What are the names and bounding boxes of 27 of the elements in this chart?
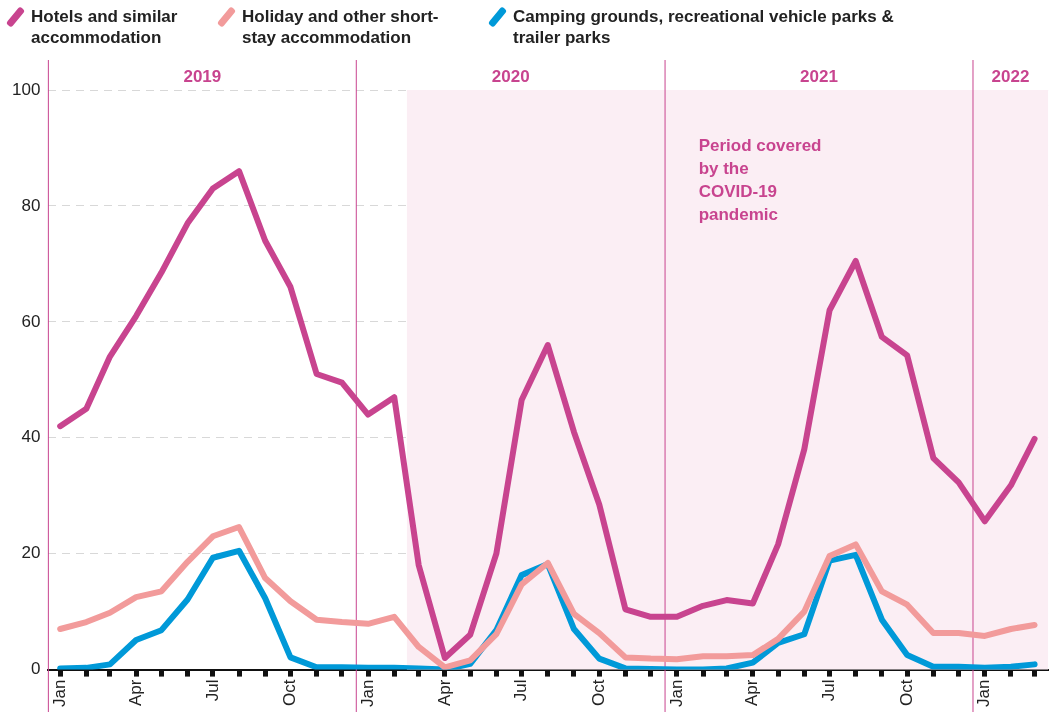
x-tick-label: Jul: [202, 679, 222, 702]
x-tick-label: Apr: [125, 679, 145, 707]
legend-label: Camping grounds, recreational vehicle parks & trailer parks: [513, 6, 895, 48]
x-tick-label: Jan: [666, 679, 686, 708]
y-tick-label: 0: [30, 659, 41, 679]
ref-line-label: 2022: [991, 67, 1030, 87]
x-tick-label: Oct: [588, 679, 608, 707]
y-tick-label: 100: [11, 79, 41, 99]
legend-label: Hotels and similar accommodation: [31, 6, 179, 48]
x-tick-label: Jan: [49, 679, 69, 708]
y-tick-label: 80: [21, 195, 41, 215]
y-tick-label: 40: [21, 427, 41, 447]
x-tick-label: Apr: [434, 679, 454, 707]
x-tick-label: Apr: [742, 679, 762, 707]
x-tick-label: Jan: [974, 679, 994, 708]
x-tick-label: Oct: [896, 679, 916, 707]
y-tick-label: 20: [21, 543, 41, 563]
x-tick-label: Jul: [511, 679, 531, 702]
band-label: Period covered by the COVID-19 pandemic: [698, 136, 822, 225]
ref-line-label: 2019: [183, 67, 222, 87]
x-tick-label: Jul: [819, 679, 839, 702]
x-tick-label: Oct: [280, 679, 300, 707]
legend-label: Holiday and other short-stay accommodation: [242, 6, 440, 48]
x-tick-label: Jan: [357, 679, 377, 708]
y-tick-label: 60: [21, 311, 41, 331]
ref-line-label: 2021: [800, 67, 838, 87]
ref-line-label: 2020: [491, 67, 530, 87]
